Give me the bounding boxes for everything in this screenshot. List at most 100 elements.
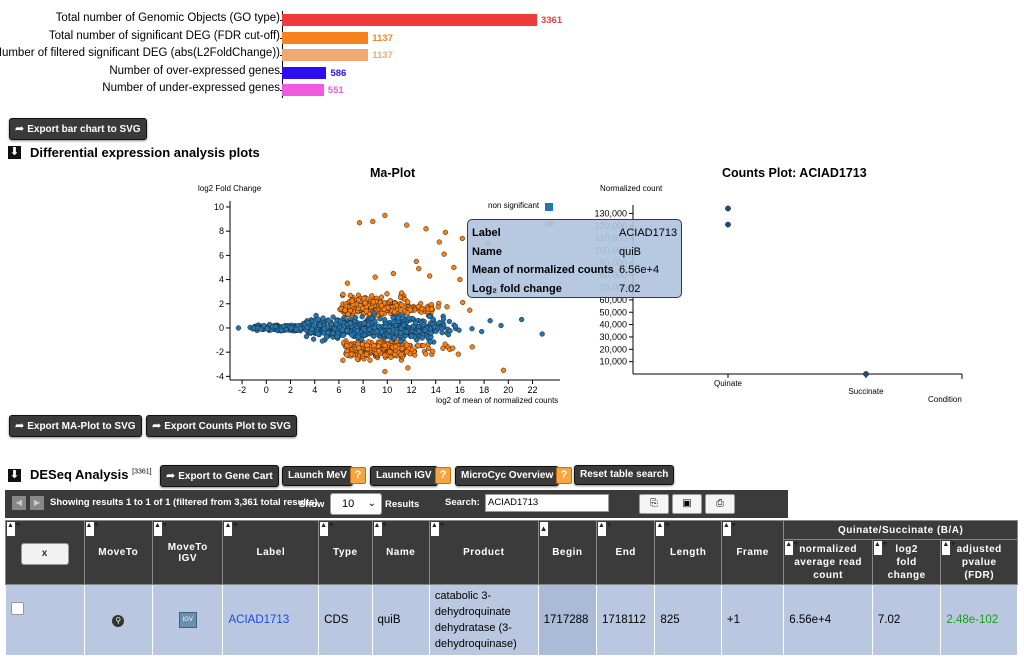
bar[interactable] — [282, 66, 327, 79]
x-tick-label: 6 — [336, 385, 341, 395]
data-point — [369, 293, 375, 299]
data-point — [469, 344, 475, 350]
sort-icon[interactable]: ▲▼ — [785, 541, 800, 555]
data-point — [372, 274, 378, 280]
col-header-type[interactable]: ▲▼ Type — [318, 520, 373, 585]
reset-table-search-button[interactable]: Reset table search — [574, 465, 675, 485]
label-cell[interactable]: ACIAD1713 — [222, 584, 320, 656]
print-icon[interactable]: ⎙ — [705, 494, 735, 514]
data-point — [371, 342, 377, 349]
sort-icon[interactable]: ▲▼ — [320, 522, 335, 536]
col-header-norm-count[interactable]: ▲▼ normalized average read count — [783, 539, 873, 585]
col-header-log2fc[interactable]: ▲▼ log2 fold change — [871, 539, 942, 585]
bar[interactable] — [282, 49, 369, 61]
sort-icon[interactable]: ▲▼ — [224, 522, 239, 536]
bar[interactable] — [282, 14, 537, 26]
save-icon[interactable]: ▣ — [672, 494, 702, 514]
data-point — [272, 323, 279, 330]
table-row[interactable]: ⚲ IGV ACIAD1713 CDS quiB catabolic 3-deh… — [5, 584, 1018, 656]
x-tick-label: 12 — [406, 385, 416, 395]
magnifier-icon[interactable]: ⚲ — [112, 614, 125, 627]
prev-page-button[interactable]: ◀ — [12, 496, 26, 510]
sort-icon[interactable]: ▲▼ — [598, 522, 612, 536]
data-point — [342, 307, 348, 313]
data-point — [500, 367, 507, 373]
bar[interactable] — [282, 84, 324, 96]
col-header-length[interactable]: ▲▼ Length — [654, 520, 722, 585]
data-point — [344, 352, 350, 358]
tooltip-value: 7.02 — [619, 282, 641, 295]
sort-icon[interactable]: ▲▼ — [722, 522, 737, 536]
data-point — [447, 328, 453, 334]
table-search-input[interactable]: ACIAD1713 — [485, 494, 609, 512]
col-header-product[interactable]: ▲▼ Product — [428, 520, 539, 585]
data-point — [325, 330, 331, 336]
sort-icon[interactable]: ▲▼ — [942, 541, 957, 555]
data-point — [419, 335, 425, 341]
data-point — [293, 326, 299, 332]
help-icon[interactable]: ? — [350, 467, 366, 484]
igv-icon[interactable]: IGV — [178, 612, 197, 628]
col-header-moveto[interactable]: ▲▼ MoveTo — [83, 520, 154, 585]
data-point — [382, 212, 388, 219]
row-checkbox[interactable] — [11, 602, 24, 615]
col-header-label[interactable]: ▲▼ Label — [222, 520, 320, 585]
col-header-padj[interactable]: ▲▼ adjusted pvalue (FDR) — [940, 539, 1018, 585]
counts-plot-ylabel: Normalized count — [600, 184, 663, 193]
x-tick-label: 2 — [288, 385, 293, 395]
launch-igv-button[interactable]: Launch IGV — [370, 466, 438, 486]
help-icon[interactable]: ? — [435, 467, 451, 484]
data-point — [487, 318, 493, 324]
data-point — [288, 325, 294, 331]
sort-icon[interactable]: ▲▼ — [430, 522, 445, 536]
sort-icon[interactable]: ▲▼ — [373, 522, 388, 536]
data-point — [428, 306, 435, 312]
bar[interactable] — [282, 31, 369, 44]
data-point — [363, 308, 369, 314]
col-header-begin[interactable]: ▲ Begin — [537, 520, 598, 585]
launch-mev-button[interactable]: Launch MeV — [282, 466, 353, 486]
help-icon[interactable]: ? — [556, 467, 572, 484]
data-point — [429, 348, 436, 354]
y-tick-label: 6 — [219, 250, 224, 260]
copy-icon[interactable]: ⎘ — [639, 494, 669, 514]
data-point — [393, 344, 399, 350]
sort-icon[interactable]: ▲▼ — [85, 522, 100, 536]
sort-icon[interactable]: ▲▼ — [154, 522, 168, 536]
clear-filters-button[interactable]: x — [20, 542, 69, 565]
collapse-icon[interactable]: ⬇ — [8, 146, 21, 159]
data-point — [428, 330, 434, 336]
export-gene-cart-button[interactable]: ➦ Export to Gene Cart — [160, 465, 279, 487]
next-page-button[interactable]: ▶ — [30, 496, 44, 510]
norm-count-cell: 6.56e+4 — [783, 584, 873, 656]
data-point — [452, 323, 459, 329]
data-point — [349, 332, 355, 338]
data-point — [459, 235, 465, 242]
product-cell: catabolic 3-dehydroquinate dehydratase (… — [428, 584, 539, 656]
results-per-page-select[interactable]: 10 ⌄ — [330, 493, 382, 515]
col-header-name[interactable]: ▲▼ Name — [371, 520, 430, 585]
bar-label: Total number of Genomic Objects (GO type… — [55, 12, 280, 24]
data-point — [330, 314, 336, 320]
col-header-end[interactable]: ▲▼ End — [596, 520, 656, 585]
y-tick-label: 8 — [219, 226, 224, 236]
col-header-frame[interactable]: ▲▼ Frame — [720, 520, 785, 585]
collapse-icon[interactable]: ⬇ — [8, 469, 21, 482]
data-point — [415, 342, 421, 349]
y-tick-label: 130,000 — [594, 208, 627, 218]
col-header-moveto-igv[interactable]: ▲▼ MoveTo IGV — [151, 520, 224, 585]
sort-icon[interactable]: ▲▼ — [7, 522, 21, 536]
sort-icon[interactable]: ▲▼ — [873, 541, 888, 555]
x-tick-label: 4 — [312, 385, 317, 395]
sort-icon[interactable]: ▲▼ — [656, 522, 671, 536]
sort-asc-icon[interactable]: ▲ — [539, 522, 548, 536]
data-point — [431, 324, 438, 330]
microcyc-overview-button[interactable]: MicroCyc Overview — [455, 466, 560, 486]
export-counts-plot-button[interactable]: ➦ Export Counts Plot to SVG — [146, 415, 297, 437]
data-point — [382, 316, 388, 323]
data-point — [375, 343, 381, 349]
export-bar-chart-button[interactable]: ➦ Export bar chart to SVG — [9, 118, 147, 140]
tooltip-value: quiB — [619, 245, 642, 258]
export-ma-plot-button[interactable]: ➦ Export MA-Plot to SVG — [9, 415, 142, 437]
